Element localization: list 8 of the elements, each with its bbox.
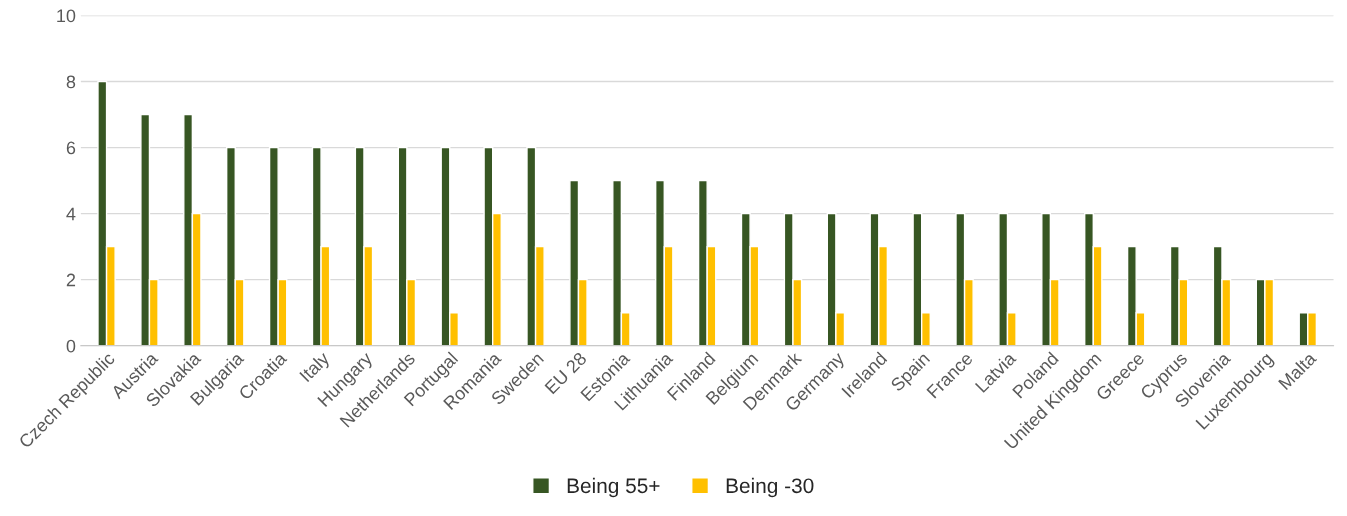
y-tick-label: 6 <box>66 141 76 155</box>
y-tick-label: 8 <box>66 75 76 89</box>
y-tick-label: 4 <box>66 207 76 221</box>
y-tick-label: 2 <box>66 273 76 287</box>
legend-label: Being 55+ <box>567 477 660 498</box>
y-tick-label: 10 <box>57 9 76 23</box>
y-tick-label: 0 <box>66 339 76 353</box>
legend-label: Being -30 <box>726 477 814 498</box>
